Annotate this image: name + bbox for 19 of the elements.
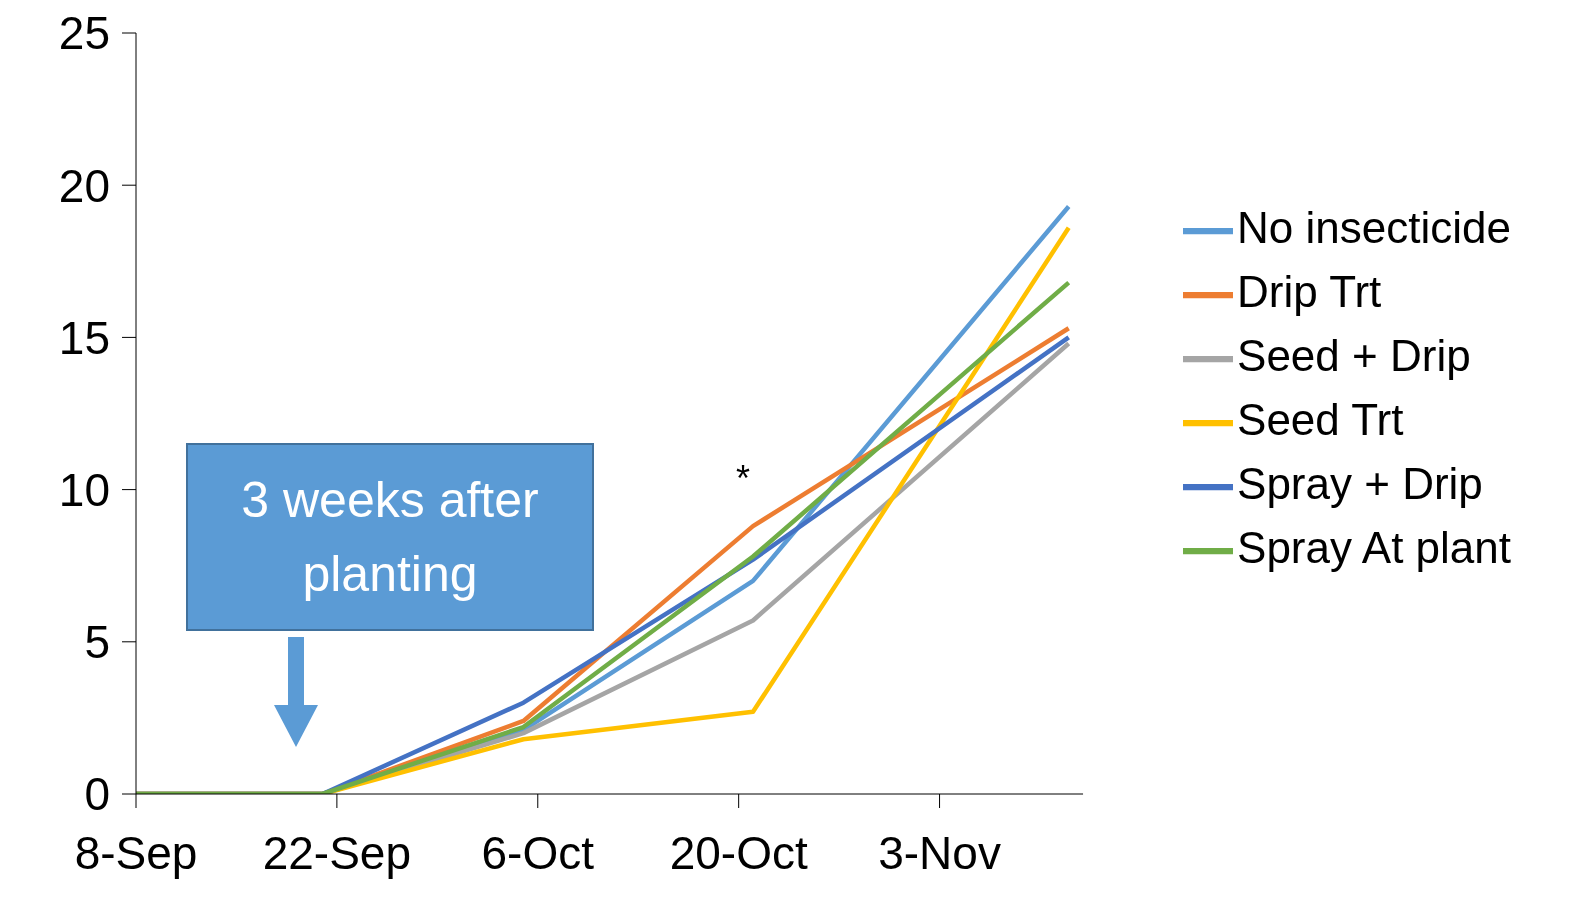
legend-label: Spray At plant <box>1237 523 1511 572</box>
y-tick-label: 20 <box>58 159 110 212</box>
legend-label: Drip Trt <box>1237 267 1382 316</box>
x-tick-label: 8-Sep <box>74 826 198 879</box>
x-tick-label: 6-Oct <box>481 826 595 879</box>
x-tick-label: 20-Oct <box>669 826 808 879</box>
x-tick-label: 22-Sep <box>262 826 412 879</box>
x-tick-label: 3-Nov <box>878 826 1001 879</box>
annotation: 3 weeks after planting <box>186 443 594 631</box>
y-tick-label: 10 <box>58 463 110 516</box>
y-tick-label: 25 <box>58 7 110 60</box>
y-tick-label: 0 <box>84 768 110 821</box>
y-tick-label: 15 <box>58 311 110 364</box>
legend-label: Seed + Drip <box>1237 331 1471 380</box>
legend-label: Seed Trt <box>1237 395 1404 444</box>
annotation: * <box>736 458 751 500</box>
y-tick-label: 5 <box>84 616 110 669</box>
legend-label: Spray + Drip <box>1237 459 1483 508</box>
legend-label: No insecticide <box>1237 203 1511 252</box>
